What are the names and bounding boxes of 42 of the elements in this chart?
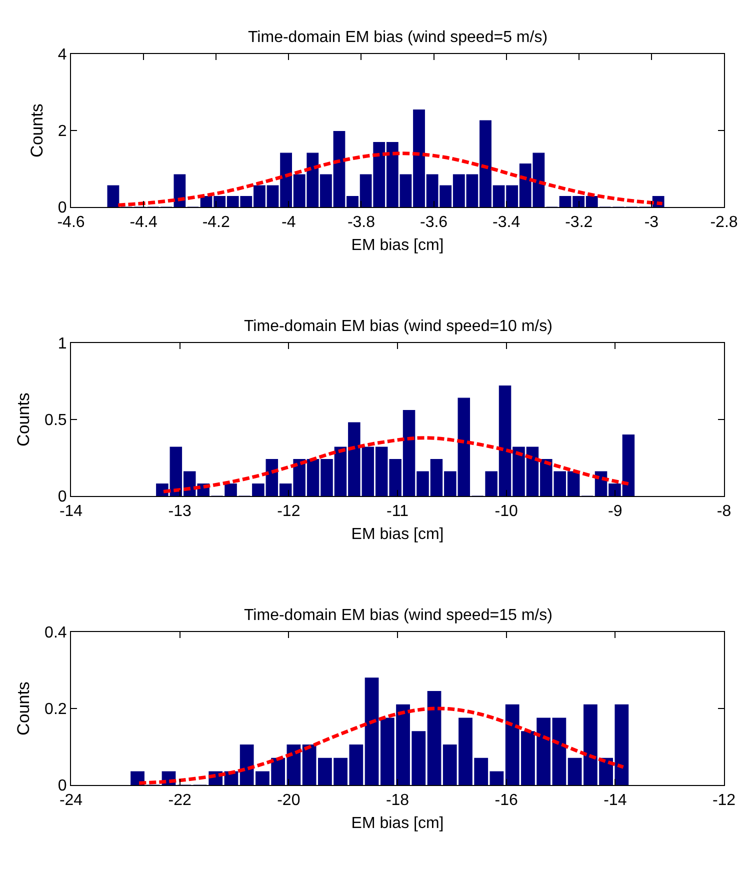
x-tick-label: -8 [716, 503, 732, 520]
x-tick-label: -11 [386, 503, 409, 520]
x-tick-label: -14 [59, 503, 83, 520]
x-tick-label: -9 [608, 503, 622, 520]
x-tick-label: -4 [282, 214, 296, 232]
chart-title: Time-domain EM bias (wind speed=10 m/s) [244, 318, 552, 335]
y-axis-title: Counts [14, 682, 34, 736]
x-tick-label: -12 [277, 503, 300, 520]
y-tick-label: 0.2 [44, 701, 67, 718]
x-tick-label: -12 [712, 792, 736, 810]
x-axis-title: EM bias [cm] [351, 236, 444, 254]
y-tick-label: 4 [58, 46, 67, 64]
y-axis-title: Counts [27, 104, 46, 158]
x-tick-label: -3.6 [420, 214, 448, 232]
x-tick-label: -4.2 [202, 214, 230, 232]
x-tick-label: -2.8 [710, 214, 738, 232]
y-tick-label: 2 [58, 123, 67, 140]
x-tick-label: -14 [604, 792, 627, 810]
x-tick-label: -20 [277, 792, 300, 810]
x-tick-label: -3 [644, 214, 659, 232]
y-tick-label: 0.4 [44, 624, 67, 642]
x-tick-label: -3.8 [347, 214, 376, 232]
x-tick-label: -18 [386, 792, 410, 810]
y-tick-label: 0.5 [44, 412, 67, 430]
y-axis-title: Counts [14, 392, 34, 446]
x-tick-label: -22 [168, 792, 192, 810]
chart-title: Time-domain EM bias (wind speed=15 m/s) [244, 607, 552, 624]
x-tick-label: -16 [494, 792, 518, 810]
chart-title: Time-domain EM bias (wind speed=5 m/s) [248, 29, 548, 46]
x-tick-label: -13 [168, 503, 192, 520]
x-tick-label: -4.6 [57, 214, 85, 232]
y-tick-label: 0 [58, 200, 67, 217]
y-tick-label: 1 [58, 336, 67, 353]
y-tick-label: 0 [58, 778, 67, 795]
x-tick-label: -3.2 [565, 214, 593, 232]
x-tick-label: -3.4 [492, 214, 520, 232]
x-tick-label: -24 [59, 792, 83, 810]
x-tick-label: -4.4 [130, 214, 158, 232]
y-tick-label: 0 [58, 488, 67, 506]
x-tick-label: -10 [494, 503, 518, 520]
x-axis-title: EM bias [cm] [351, 814, 444, 832]
x-axis-title: EM bias [cm] [351, 526, 444, 543]
